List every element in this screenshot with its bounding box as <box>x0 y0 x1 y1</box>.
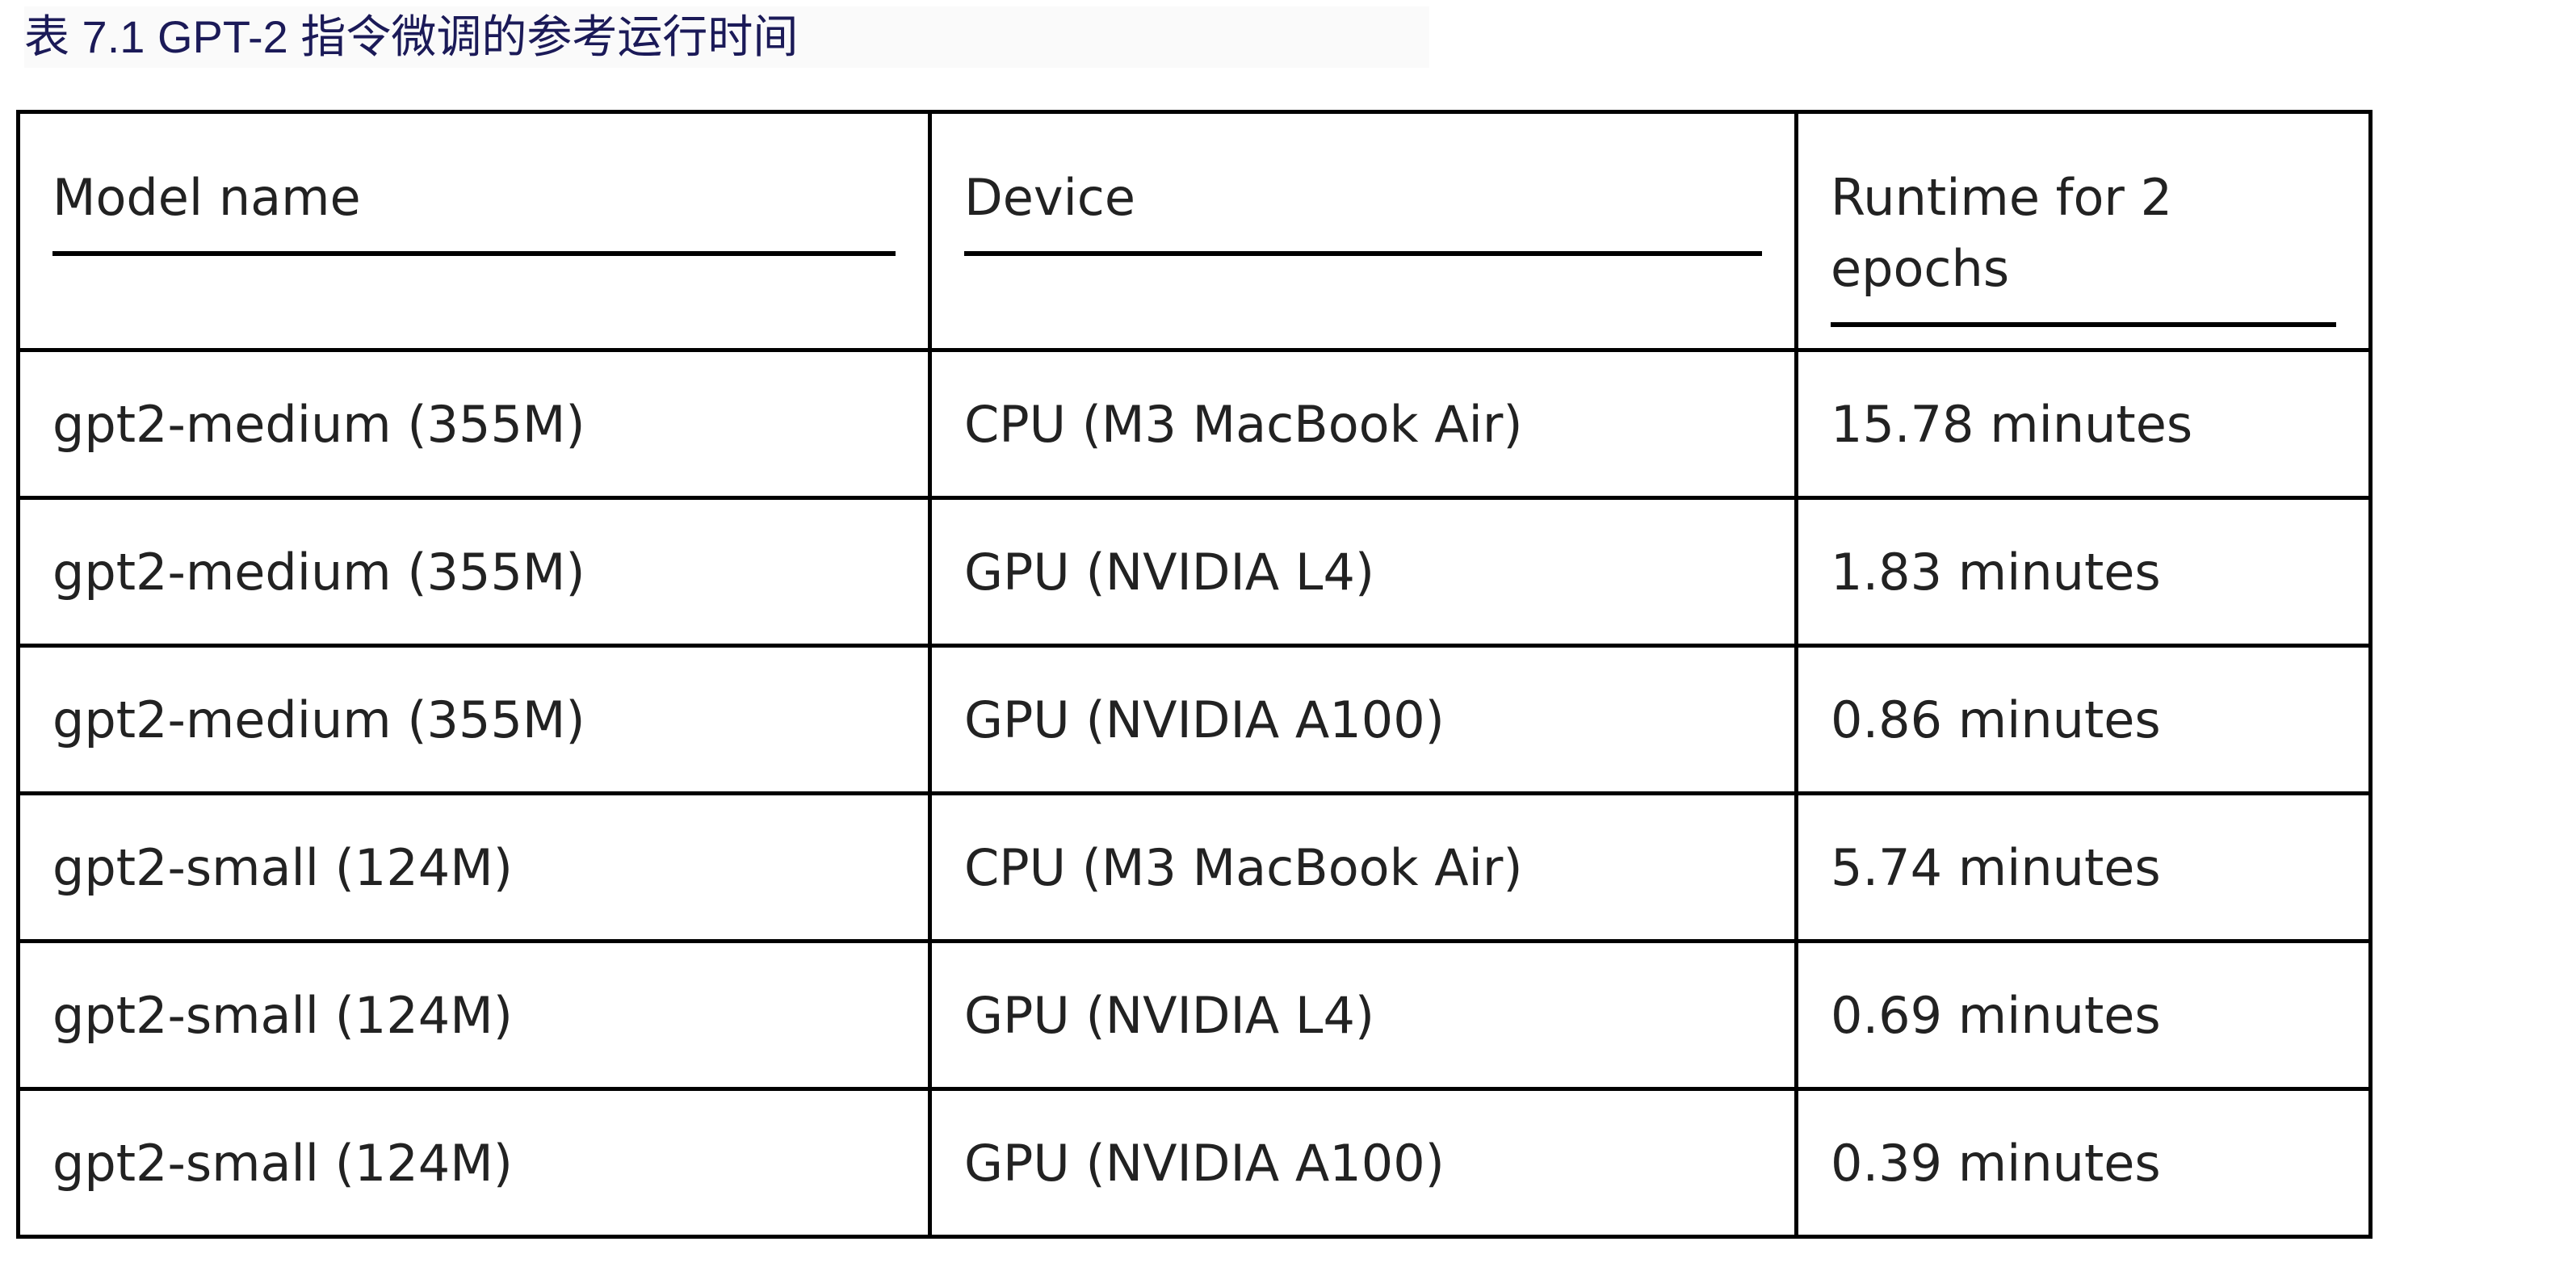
cell-device: CPU (M3 MacBook Air) <box>928 791 1798 943</box>
cell-model-name: gpt2-medium (355M) <box>16 644 932 795</box>
cell-model-name: gpt2-medium (355M) <box>16 496 932 648</box>
table-row: gpt2-medium (355M) GPU (NVIDIA A100) 0.86 … <box>16 644 2373 795</box>
cell-runtime: 1.83 minutes <box>1794 496 2373 648</box>
header-runtime: Runtime for 2 epochs <box>1794 110 2373 352</box>
table-row: gpt2-medium (355M) GPU (NVIDIA L4) 1.83 mi… <box>16 496 2373 648</box>
table-row: gpt2-medium (355M) CPU (M3 MacBook Air) 15… <box>16 348 2373 500</box>
header-underline <box>1831 322 2336 327</box>
cell-device: GPU (NVIDIA A100) <box>928 644 1798 795</box>
cell-model-name: gpt2-small (124M) <box>16 939 932 1091</box>
header-label: Model name <box>52 168 361 227</box>
table-row: gpt2-small (124M) CPU (M3 MacBook Air) 5.7… <box>16 791 2373 943</box>
header-label: Runtime for 2 epochs <box>1831 168 2173 298</box>
cell-model-name: gpt2-small (124M) <box>16 1087 932 1239</box>
cell-model-name: gpt2-medium (355M) <box>16 348 932 500</box>
header-underline <box>964 251 1762 256</box>
cell-model-name: gpt2-small (124M) <box>16 791 932 943</box>
cell-runtime: 0.69 minutes <box>1794 939 2373 1091</box>
cell-runtime: 0.86 minutes <box>1794 644 2373 795</box>
table-row: gpt2-small (124M) GPU (NVIDIA L4) 0.69 min… <box>16 939 2373 1091</box>
cell-device: CPU (M3 MacBook Air) <box>928 348 1798 500</box>
header-device: Device <box>928 110 1798 352</box>
cell-device: GPU (NVIDIA A100) <box>928 1087 1798 1239</box>
header-row: Model name Device Runtime for 2 epochs <box>16 110 2373 352</box>
header-label: Device <box>964 168 1136 227</box>
cell-runtime: 0.39 minutes <box>1794 1087 2373 1239</box>
cell-device: GPU (NVIDIA L4) <box>928 939 1798 1091</box>
header-underline <box>52 251 896 256</box>
runtime-table: Model name Device Runtime for 2 epochs g… <box>16 110 2373 1239</box>
table-row: gpt2-small (124M) GPU (NVIDIA A100) 0.39 m… <box>16 1087 2373 1239</box>
cell-device: GPU (NVIDIA L4) <box>928 496 1798 648</box>
cell-runtime: 5.74 minutes <box>1794 791 2373 943</box>
cell-runtime: 15.78 minutes <box>1794 348 2373 500</box>
table-caption: 表 7.1 GPT-2 指令微调的参考运行时间 <box>24 6 1429 68</box>
header-model-name: Model name <box>16 110 932 352</box>
